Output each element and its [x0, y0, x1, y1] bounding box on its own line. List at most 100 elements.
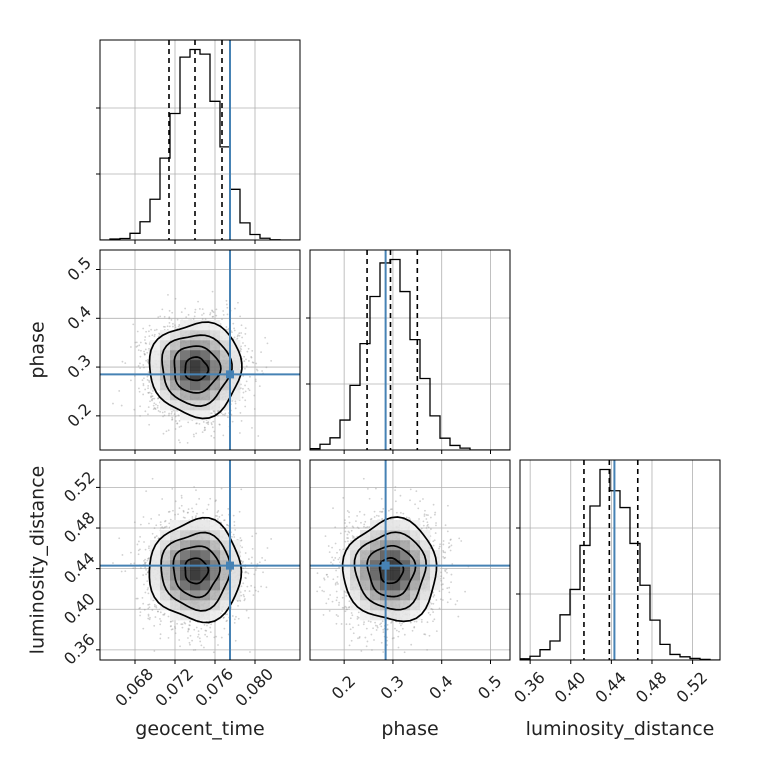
density-cell — [160, 400, 171, 411]
sample-point — [244, 367, 246, 370]
sample-point — [432, 591, 435, 594]
sample-point — [392, 637, 395, 639]
sample-point — [234, 402, 237, 405]
sample-point — [429, 613, 432, 616]
density-cell — [390, 580, 401, 591]
density-cell — [190, 610, 201, 621]
x-tick-label: 0.080 — [231, 664, 277, 710]
sample-point — [251, 547, 254, 550]
sample-point — [145, 359, 148, 362]
density-cell — [410, 590, 421, 601]
sample-point — [439, 579, 442, 582]
sample-point — [216, 410, 219, 412]
sample-point — [381, 620, 384, 623]
sample-point — [159, 521, 162, 524]
sample-point — [234, 528, 237, 531]
density-cell — [180, 410, 191, 421]
density-cell — [220, 340, 231, 351]
sample-point — [157, 410, 160, 412]
sample-point — [147, 603, 150, 606]
density-cell — [370, 520, 381, 531]
density-cell — [220, 590, 231, 601]
sample-point — [244, 344, 247, 347]
x-tick-label: 0.068 — [111, 664, 157, 710]
sample-point — [170, 628, 173, 631]
sample-point — [147, 587, 149, 589]
sample-point — [236, 335, 239, 338]
density-cell — [210, 340, 221, 351]
sample-point — [174, 627, 177, 630]
sample-point — [167, 636, 170, 639]
sample-point — [148, 606, 151, 609]
sample-point — [342, 496, 345, 499]
sample-point — [150, 392, 153, 395]
sample-point — [242, 387, 244, 390]
sample-point — [270, 538, 273, 540]
sample-point — [206, 635, 208, 638]
sample-point — [142, 384, 145, 387]
sample-point — [157, 316, 160, 319]
sample-point — [179, 645, 181, 648]
sample-point — [270, 359, 273, 362]
sample-point — [244, 390, 247, 393]
sample-point — [143, 377, 145, 380]
sample-point — [405, 516, 408, 519]
sample-point — [139, 535, 141, 538]
sample-point — [337, 558, 340, 561]
sample-point — [155, 328, 158, 331]
density-cell — [210, 540, 221, 551]
density-cell — [400, 590, 411, 601]
sample-point — [159, 618, 161, 620]
sample-point — [450, 581, 452, 584]
sample-point — [351, 525, 354, 528]
sample-point — [398, 622, 401, 624]
sample-point — [238, 334, 241, 337]
sample-point — [233, 621, 236, 624]
sample-point — [246, 350, 249, 353]
sample-point — [149, 616, 151, 619]
density-cell — [200, 520, 211, 531]
panel-geocent_time — [96, 39, 301, 244]
sample-point — [420, 621, 423, 623]
density-cell — [230, 360, 241, 371]
sample-point — [391, 637, 394, 640]
sample-point — [142, 602, 145, 605]
sample-point — [254, 378, 257, 381]
density-cell — [410, 570, 421, 581]
sample-point — [348, 623, 351, 626]
sample-point — [432, 544, 435, 547]
sample-point — [225, 620, 228, 623]
sample-point — [245, 577, 247, 580]
sample-point — [162, 613, 165, 616]
sample-point — [256, 563, 259, 565]
sample-point — [156, 397, 159, 400]
sample-point — [139, 548, 141, 551]
sample-point — [134, 567, 137, 570]
contour-1.5sigma — [161, 334, 233, 407]
sample-point — [381, 517, 384, 520]
sample-point — [413, 626, 416, 628]
sample-point — [160, 527, 162, 529]
density-cell — [370, 530, 381, 541]
density-cell — [390, 520, 401, 531]
sample-point — [337, 583, 339, 585]
sample-point — [357, 611, 360, 614]
density-cell — [190, 390, 201, 401]
sample-point — [132, 323, 135, 326]
density-cell — [180, 550, 191, 561]
sample-point — [147, 406, 150, 409]
density-cell — [190, 410, 201, 421]
sample-point — [239, 412, 242, 414]
contour-1sigma — [366, 544, 417, 598]
sample-point — [242, 391, 245, 394]
density-cell — [370, 590, 381, 601]
density-cell — [190, 540, 201, 551]
sample-point — [147, 387, 149, 390]
sample-point — [373, 516, 376, 518]
sample-point — [239, 387, 242, 390]
sample-point — [234, 307, 236, 310]
density-cell — [200, 410, 211, 421]
sample-point — [242, 593, 245, 596]
sample-point — [390, 621, 392, 624]
sample-point — [175, 420, 177, 422]
